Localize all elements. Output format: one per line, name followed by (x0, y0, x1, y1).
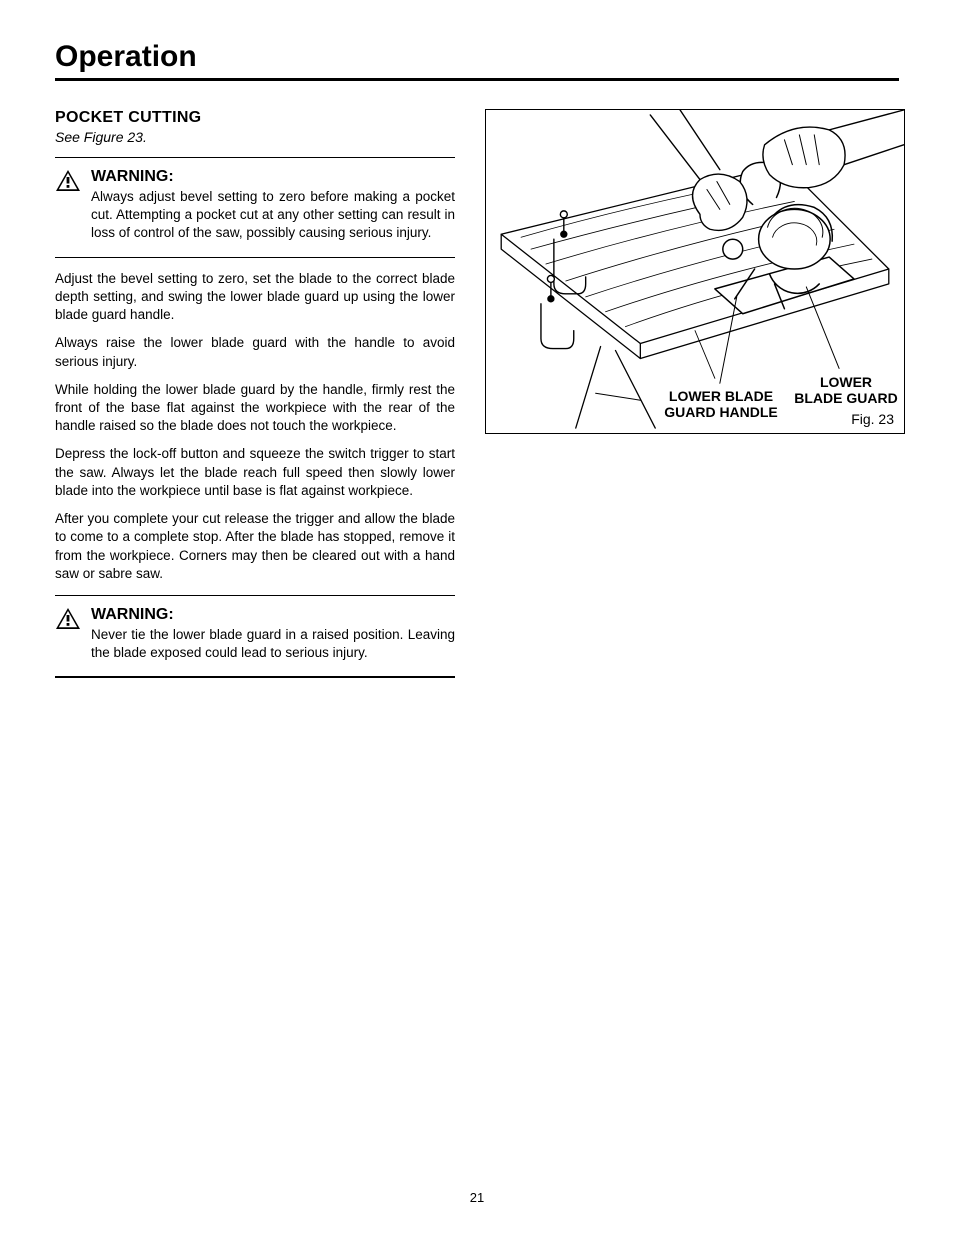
divider (55, 257, 455, 258)
content-columns: POCKET CUTTING See Figure 23. WARNING: A… (55, 109, 899, 690)
body-paragraph: Always raise the lower blade guard with … (55, 334, 455, 370)
warning-triangle-icon (55, 607, 81, 635)
warning-text: Always adjust bevel setting to zero befo… (91, 188, 455, 243)
body-paragraph: Adjust the bevel setting to zero, set th… (55, 270, 455, 325)
body-paragraph: After you complete your cut release the … (55, 510, 455, 583)
figure-label-guard: LOWERBLADE GUARD (791, 374, 901, 406)
figure-23: LOWER BLADEGUARD HANDLE LOWERBLADE GUARD… (485, 109, 905, 434)
warning-block-2: WARNING: Never tie the lower blade guard… (55, 606, 455, 662)
warning-block-1: WARNING: Always adjust bevel setting to … (55, 168, 455, 243)
figure-caption: Fig. 23 (851, 411, 894, 427)
warning-triangle-icon (55, 169, 81, 197)
left-column: POCKET CUTTING See Figure 23. WARNING: A… (55, 109, 455, 690)
divider (55, 595, 455, 596)
figure-label-handle: LOWER BLADEGUARD HANDLE (661, 388, 781, 420)
warning-title: WARNING: (91, 168, 455, 186)
divider (55, 676, 455, 678)
section-heading: POCKET CUTTING (55, 109, 455, 127)
see-figure-ref: See Figure 23. (55, 129, 455, 145)
warning-title: WARNING: (91, 606, 455, 624)
page-title: Operation (55, 40, 899, 81)
divider (55, 157, 455, 158)
body-paragraph: Depress the lock-off button and squeeze … (55, 445, 455, 500)
page-number: 21 (0, 1190, 954, 1205)
right-column: LOWER BLADEGUARD HANDLE LOWERBLADE GUARD… (485, 109, 905, 690)
body-paragraph: While holding the lower blade guard by t… (55, 381, 455, 436)
warning-text: Never tie the lower blade guard in a rai… (91, 626, 455, 662)
